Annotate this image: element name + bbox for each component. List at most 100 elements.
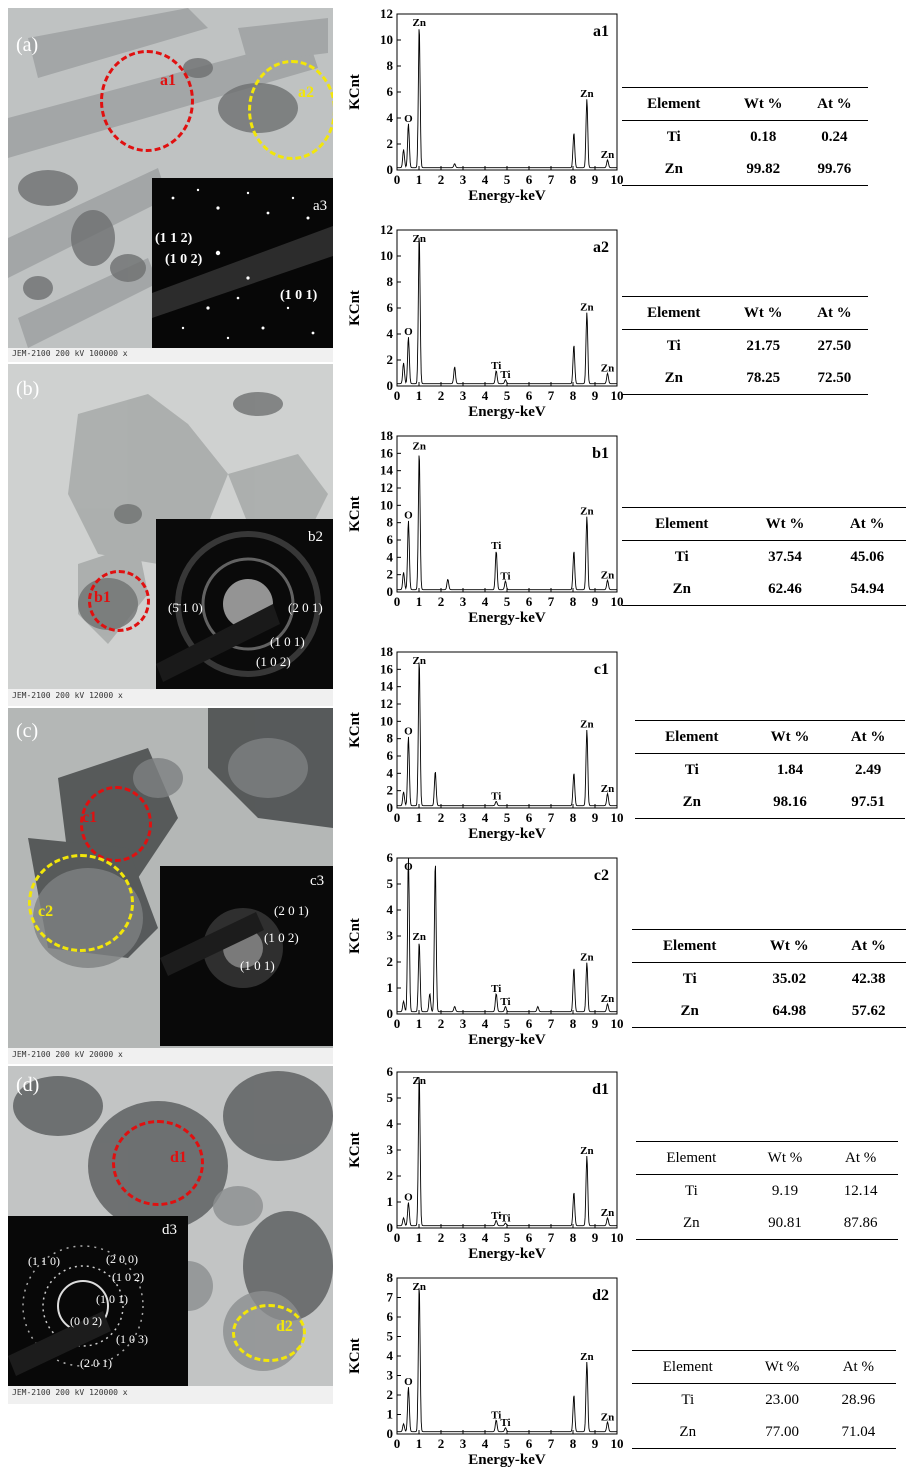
peak-annotation: Ti [500,1212,510,1224]
x-axis-label: Energy-keV [468,1032,546,1048]
region-circle-a1 [100,50,194,152]
micrograph-footer: JEM-2100 200 kV 12000 x [12,691,123,700]
peak-annotation: Zn [601,1411,614,1423]
y-tick-label: 4 [387,549,394,564]
y-axis-label: KCnt [347,1338,363,1374]
peak-annotation: O [404,861,413,873]
col-element: Element [636,1141,747,1175]
x-tick-label: 4 [482,172,489,187]
y-tick-label: 5 [387,1329,394,1344]
y-tick-label: 0 [387,162,394,177]
x-tick-label: 5 [504,1230,511,1245]
eds-spectrum-d1: 0 1 2 3 4 5 6 7 8 9 100123456Energy-keVKCntd1OZnTi… [347,1064,624,1262]
cell: Zn [682,793,702,810]
y-axis-label: KCnt [347,290,363,326]
y-tick-label: 5 [387,1090,394,1105]
y-tick-label: 4 [387,765,394,780]
y-tick-label: 12 [380,222,393,237]
x-tick-label: 7 [548,1436,555,1451]
x-tick-label: 9 [592,810,599,825]
plane-label: (1 1 2) [155,231,193,246]
composition-table-c1: Element Wt % At % Ti 1.84 2.49 Zn 98.16 … [635,720,905,819]
peak-annotation: Zn [412,655,425,667]
y-tick-label: 1 [387,1194,394,1209]
cell: Zn [679,1423,697,1440]
x-tick-label: 3 [460,1436,467,1451]
x-tick-label: 7 [548,172,555,187]
plane-label: (1 0 2) [256,654,291,669]
peak-annotation: Zn [580,505,593,517]
y-tick-label: 7 [387,1290,394,1305]
col-element: Element [632,929,748,963]
x-tick-label: 5 [504,810,511,825]
x-tick-label: 2 [438,388,445,403]
peak-annotation: Zn [412,1281,425,1293]
peak-annotation: Zn [580,1351,593,1363]
peak-annotation: Ti [500,1417,510,1429]
y-tick-label: 12 [380,6,393,21]
cell: Ti [674,548,689,565]
cell: Zn [664,369,683,386]
micrograph-panel-c: (c) c1 c2 c3 (2 0 1) (1 0 2) (1 0 1) JEM… [8,708,333,1064]
plane-label: (1 0 2) [112,1270,144,1284]
y-tick-label: 0 [387,1426,394,1441]
x-tick-label: 2 [438,1016,445,1031]
y-tick-label: 6 [387,1309,394,1324]
x-tick-label: 3 [460,172,467,187]
spectrum-line [397,857,617,1013]
y-tick-label: 0 [387,1220,394,1235]
y-tick-label: 3 [387,1368,394,1383]
y-axis-label: KCnt [347,712,363,748]
peak-annotation: Zn [412,1075,425,1087]
spectrum-label: b1 [592,445,609,462]
cell: 57.62 [851,1002,886,1019]
peak-annotation: Ti [500,570,510,582]
region-label-b1: b1 [94,589,111,606]
eds-spectrum-c1: 0 1 2 3 4 5 6 7 8 9 10024681012141618Energy-keVKCn… [347,644,624,842]
y-tick-label: 3 [387,1142,394,1157]
x-tick-label: 9 [592,594,599,609]
x-tick-label: 4 [482,388,489,403]
y-tick-label: 1 [387,1407,394,1422]
x-tick-label: 1 [416,1436,423,1451]
x-tick-label: 4 [482,810,489,825]
plane-label: (2 0 0) [106,1252,138,1266]
region-circle-d1 [112,1120,204,1206]
x-tick-label: 0 [394,810,401,825]
peak-annotation: Zn [580,952,593,964]
col-wt: Wt % [743,1350,821,1384]
x-tick-label: 10 [611,1230,624,1245]
plane-label: (1 1 0) [28,1254,60,1268]
y-tick-label: 2 [387,954,394,969]
x-tick-label: 4 [482,1230,489,1245]
x-tick-label: 3 [460,1230,467,1245]
cell: Zn [672,580,691,597]
y-tick-label: 6 [387,300,394,315]
y-tick-label: 2 [387,567,394,582]
micrograph-panel-b: (b) b1 b2 (5̄ 1 0) (2 0 1) (1 0 1) (1 0 … [8,364,333,706]
x-tick-label: 8 [570,810,577,825]
x-tick-label: 1 [416,810,423,825]
y-tick-label: 6 [387,1064,394,1079]
cell: 90.81 [768,1214,802,1231]
cell: 21.75 [746,337,781,354]
col-wt: Wt % [746,1141,824,1175]
col-at: At % [823,1141,898,1175]
x-tick-label: 9 [592,1436,599,1451]
x-tick-label: 0 [394,1230,401,1245]
region-circle-c2 [28,854,134,952]
x-tick-label: 1 [416,1230,423,1245]
cell: Ti [666,128,681,145]
composition-table-a1: Element Wt % At % Ti 0.18 0.24 Zn 99.82 … [622,87,868,186]
x-tick-label: 2 [438,1436,445,1451]
x-tick-label: 1 [416,172,423,187]
peak-annotation: Ti [491,983,501,995]
y-tick-label: 6 [387,748,394,763]
eds-spectrum-b1: 0 1 2 3 4 5 6 7 8 9 10024681012141618Energy-keVKCn… [347,428,624,626]
y-tick-label: 10 [380,32,393,47]
plane-label: (1 0 2) [165,252,203,267]
spectrum-label: c2 [594,867,609,884]
panel-label-c: (c) [16,720,39,742]
cell: 23.00 [765,1391,799,1408]
x-tick-label: 0 [394,388,401,403]
